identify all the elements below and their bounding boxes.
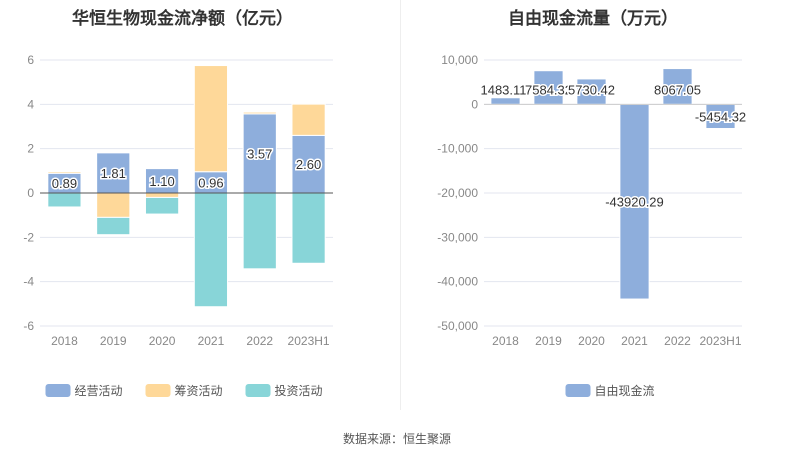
bar-筹资活动-2020 xyxy=(144,192,180,198)
data-label: 8067.05 xyxy=(654,82,701,97)
y-tick-label: -2 xyxy=(23,230,34,244)
bar-投资活动-2018 xyxy=(47,192,82,208)
legend-label: 经营活动 xyxy=(75,384,123,398)
y-tick-label: -10,000 xyxy=(437,142,478,156)
legend-label: 投资活动 xyxy=(275,383,323,398)
bar-经营活动-2019 xyxy=(96,152,131,194)
y-tick-label: 0 xyxy=(27,186,34,200)
bar-筹资活动-2023H1 xyxy=(291,103,326,136)
bar-投资活动-2022 xyxy=(242,192,277,270)
data-label: 5730.42 xyxy=(568,82,615,97)
right-chart-title: 自由现金流量（万元） xyxy=(508,9,678,28)
bar-投资活动-2019 xyxy=(96,216,131,236)
x-tick-label: 2018 xyxy=(492,334,519,348)
x-tick-label: 2018 xyxy=(51,334,78,348)
data-label: 3.57 xyxy=(247,146,272,161)
y-tick-label: 0 xyxy=(471,97,478,111)
x-tick-label: 2020 xyxy=(578,334,605,348)
bar-自由现金流-2019 xyxy=(533,70,564,105)
legend-swatch xyxy=(245,384,271,397)
data-label: -43920.29 xyxy=(605,195,664,210)
data-label: 0.89 xyxy=(52,176,77,191)
bar-筹资活动-2021 xyxy=(193,65,229,173)
legend-swatch xyxy=(565,384,591,397)
bar-自由现金流-2021 xyxy=(619,103,650,300)
bar-筹资活动-2018 xyxy=(47,171,82,174)
x-tick-label: 2022 xyxy=(664,334,691,348)
y-tick-label: 4 xyxy=(27,97,34,111)
left-chart-title: 华恒生物现金流净额（亿元） xyxy=(72,9,293,28)
data-label: 1.10 xyxy=(149,174,174,189)
x-tick-label: 2023H1 xyxy=(288,334,330,348)
legend-swatch xyxy=(45,384,71,397)
charts: 6 4 2 0 -2 -4 -6 2018 2019 2020 2021 2022 2023H1 0.89… xyxy=(23,53,747,398)
data-label: 1.81 xyxy=(101,166,126,181)
x-tick-label: 2022 xyxy=(246,334,273,348)
bar-筹资活动-2022 xyxy=(242,111,277,115)
bar-经营活动-2020 xyxy=(144,168,180,194)
y-tick-label: -40,000 xyxy=(437,275,478,289)
data-source: 数据来源：恒生聚源 xyxy=(342,432,451,446)
data-label: -5454.32 xyxy=(695,109,746,124)
y-tick-label: -6 xyxy=(23,319,34,333)
legend-label: 筹资活动 xyxy=(175,384,223,398)
bar-投资活动-2023H1 xyxy=(291,192,326,264)
data-label: 2.60 xyxy=(296,157,321,172)
bar-投资活动-2021 xyxy=(193,192,229,308)
y-tick-label: -20,000 xyxy=(437,186,478,200)
y-tick-label: 10,000 xyxy=(441,53,478,67)
bar-投资活动-2020 xyxy=(144,196,180,215)
bar-自由现金流-2018 xyxy=(490,97,521,105)
data-label: 7584.32 xyxy=(525,82,572,97)
x-tick-label: 2023H1 xyxy=(699,334,741,348)
y-tick-label: -50,000 xyxy=(437,319,478,333)
x-tick-label: 2020 xyxy=(149,334,176,348)
y-tick-label: -30,000 xyxy=(437,230,478,244)
bar-经营活动-2022 xyxy=(242,113,277,194)
bar-筹资活动-2019 xyxy=(96,192,131,218)
y-tick-label: 2 xyxy=(27,142,34,156)
divider xyxy=(400,0,401,410)
legend-swatch xyxy=(145,384,171,397)
x-tick-label: 2019 xyxy=(535,334,562,348)
y-tick-label: -4 xyxy=(23,275,34,289)
bar-自由现金流-2022 xyxy=(662,68,693,105)
x-tick-label: 2019 xyxy=(100,334,127,348)
y-tick-label: 6 xyxy=(27,53,34,67)
x-tick-label: 2021 xyxy=(621,334,648,348)
data-label: 0.96 xyxy=(198,175,223,190)
x-tick-label: 2021 xyxy=(198,334,225,348)
legend-label: 自由现金流 xyxy=(595,383,655,398)
data-label: 1483.11 xyxy=(480,82,526,97)
